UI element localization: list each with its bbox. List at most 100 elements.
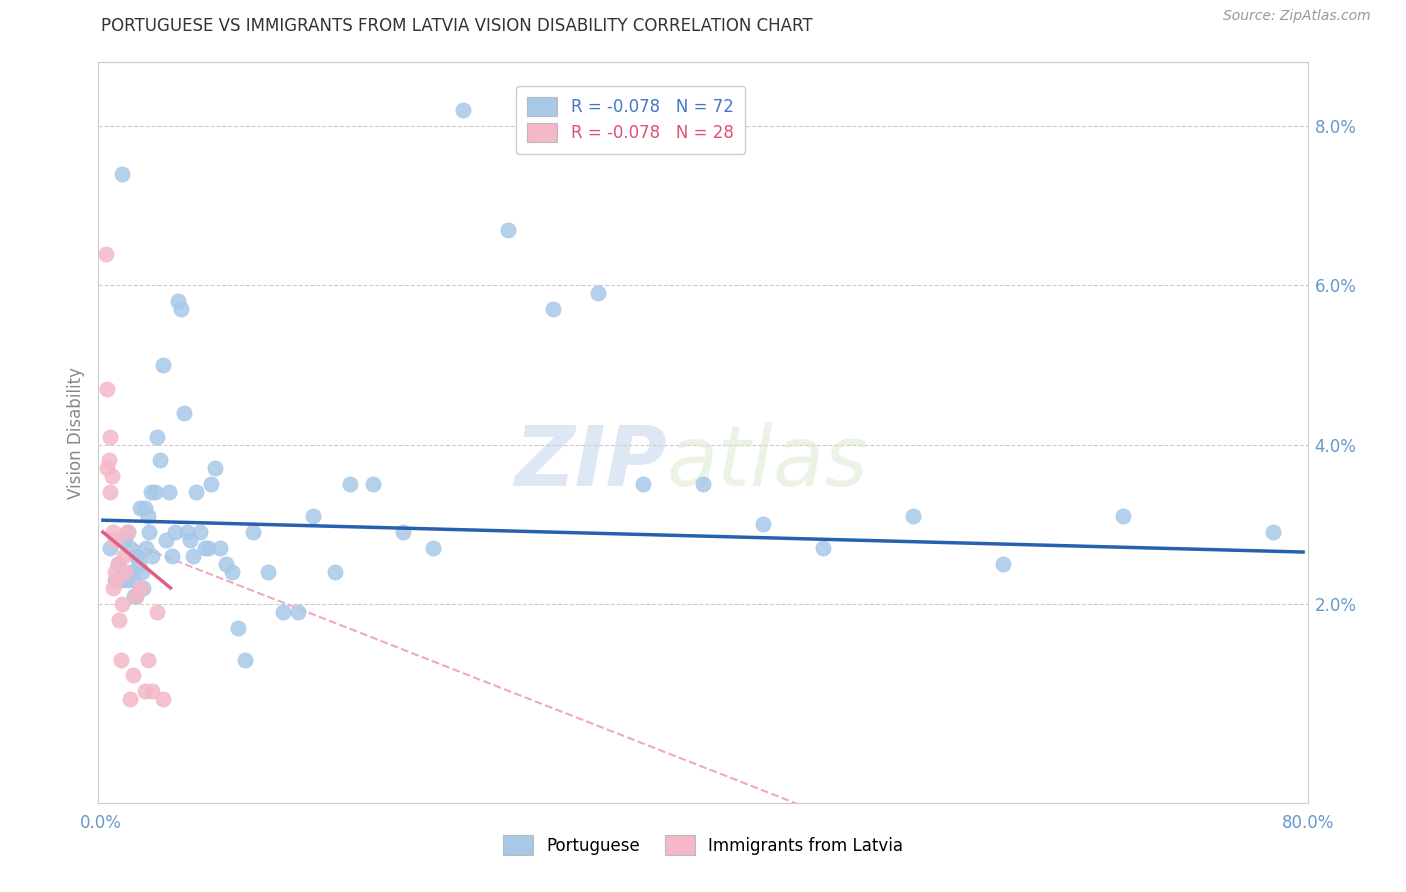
Point: [111, 597, 134, 611]
Point: [96, 461, 118, 475]
Point: [114, 565, 136, 579]
Point: [190, 525, 212, 540]
Point: [221, 565, 243, 579]
Point: [100, 541, 122, 555]
Point: [901, 509, 924, 524]
Point: [103, 525, 125, 540]
Point: [138, 525, 160, 540]
Point: [110, 652, 132, 666]
Text: 80.0%: 80.0%: [1281, 814, 1334, 831]
Point: [97, 453, 120, 467]
Point: [107, 557, 129, 571]
Text: 0.0%: 0.0%: [80, 814, 122, 831]
Point: [496, 222, 519, 236]
Point: [155, 533, 177, 547]
Point: [129, 501, 152, 516]
Point: [1261, 525, 1284, 540]
Point: [149, 453, 172, 467]
Text: ZIP: ZIP: [515, 422, 666, 503]
Point: [170, 302, 193, 317]
Point: [117, 525, 139, 540]
Point: [128, 557, 150, 571]
Point: [361, 477, 384, 491]
Point: [104, 533, 127, 547]
Point: [132, 581, 155, 595]
Point: [152, 358, 174, 372]
Text: Source: ZipAtlas.com: Source: ZipAtlas.com: [1223, 9, 1371, 22]
Point: [139, 485, 162, 500]
Point: [115, 573, 138, 587]
Point: [204, 461, 226, 475]
Point: [124, 589, 146, 603]
Point: [586, 286, 609, 301]
Point: [135, 541, 157, 555]
Point: [146, 429, 169, 443]
Point: [104, 573, 127, 587]
Legend: Portuguese, Immigrants from Latvia: Portuguese, Immigrants from Latvia: [496, 829, 910, 862]
Point: [111, 167, 134, 181]
Point: [96, 382, 118, 396]
Point: [136, 509, 159, 524]
Point: [125, 589, 148, 603]
Point: [110, 573, 132, 587]
Point: [176, 525, 198, 540]
Point: [197, 541, 219, 555]
Point: [134, 684, 156, 698]
Point: [127, 549, 149, 563]
Point: [235, 652, 257, 666]
Point: [100, 429, 122, 443]
Point: [422, 541, 444, 555]
Point: [811, 541, 834, 555]
Point: [181, 549, 204, 563]
Point: [194, 541, 217, 555]
Point: [271, 605, 294, 619]
Text: atlas: atlas: [666, 422, 869, 503]
Point: [114, 533, 136, 547]
Y-axis label: Vision Disability: Vision Disability: [66, 367, 84, 499]
Point: [302, 509, 325, 524]
Point: [108, 613, 131, 627]
Point: [152, 692, 174, 706]
Point: [94, 246, 117, 260]
Point: [692, 477, 714, 491]
Point: [1112, 509, 1135, 524]
Point: [226, 621, 249, 635]
Point: [160, 549, 183, 563]
Point: [167, 294, 190, 309]
Point: [146, 605, 169, 619]
Point: [179, 533, 201, 547]
Point: [541, 302, 564, 317]
Point: [101, 469, 124, 483]
Point: [120, 565, 142, 579]
Point: [141, 684, 163, 698]
Point: [125, 549, 148, 563]
Text: PORTUGUESE VS IMMIGRANTS FROM LATVIA VISION DISABILITY CORRELATION CHART: PORTUGUESE VS IMMIGRANTS FROM LATVIA VIS…: [101, 17, 813, 35]
Point: [134, 501, 156, 516]
Point: [631, 477, 654, 491]
Point: [118, 541, 141, 555]
Point: [122, 573, 145, 587]
Point: [173, 406, 195, 420]
Point: [287, 605, 309, 619]
Point: [118, 692, 141, 706]
Point: [991, 557, 1014, 571]
Point: [115, 525, 138, 540]
Point: [141, 549, 163, 563]
Point: [131, 565, 153, 579]
Point: [200, 477, 222, 491]
Point: [105, 573, 128, 587]
Point: [208, 541, 231, 555]
Point: [215, 557, 238, 571]
Point: [257, 565, 280, 579]
Point: [103, 581, 125, 595]
Point: [392, 525, 415, 540]
Point: [136, 652, 159, 666]
Point: [325, 565, 347, 579]
Point: [451, 103, 474, 118]
Point: [339, 477, 361, 491]
Point: [129, 581, 152, 595]
Point: [145, 485, 167, 500]
Point: [184, 485, 207, 500]
Point: [112, 549, 135, 563]
Point: [163, 525, 186, 540]
